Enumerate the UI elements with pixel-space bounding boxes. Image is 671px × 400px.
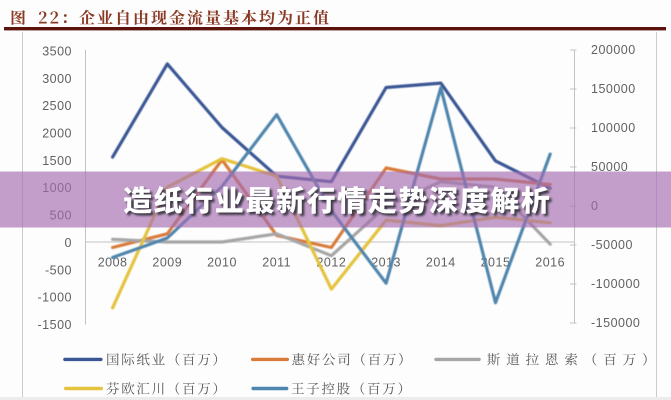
svg-text:-150000: -150000 [591,316,640,330]
svg-text:100000: 100000 [591,121,636,135]
svg-text:-500: -500 [45,263,72,277]
svg-text:-50000: -50000 [591,238,633,252]
svg-text:-1000: -1000 [38,291,72,305]
svg-text:2012: 2012 [316,256,346,270]
svg-text:2008: 2008 [98,256,128,270]
svg-text:3500: 3500 [42,44,72,58]
svg-text:150000: 150000 [591,82,636,96]
svg-text:-1500: -1500 [38,318,72,332]
svg-text:200000: 200000 [591,43,636,57]
svg-text:1500: 1500 [42,154,72,168]
svg-text:2016: 2016 [535,256,565,270]
svg-text:2500: 2500 [42,99,72,113]
svg-text:2014: 2014 [426,256,456,270]
svg-text:2010: 2010 [207,256,237,270]
svg-text:3000: 3000 [42,72,72,86]
svg-text:50000: 50000 [591,160,628,174]
svg-text:-100000: -100000 [591,277,640,291]
svg-text:2000: 2000 [42,127,72,141]
svg-text:0: 0 [65,236,72,250]
svg-text:2009: 2009 [152,256,182,270]
svg-text:2011: 2011 [262,256,291,270]
svg-text:2015: 2015 [481,256,511,270]
